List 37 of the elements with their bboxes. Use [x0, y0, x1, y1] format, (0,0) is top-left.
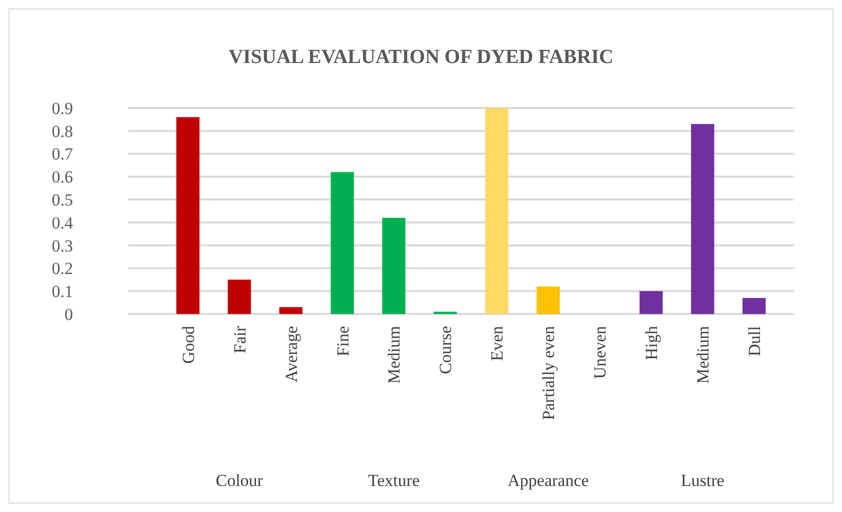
x-tick-label: Fair: [230, 326, 250, 354]
x-tick-label: Good: [178, 326, 198, 364]
chart-title: VISUAL EVALUATION OF DYED FABRIC: [228, 46, 614, 68]
y-tick-label: 0.4: [52, 213, 74, 232]
text: Lustre: [680, 471, 724, 490]
text: Texture: [368, 471, 420, 490]
text: Colour: [216, 471, 264, 490]
bar: [228, 280, 251, 314]
bar: [382, 218, 406, 314]
bar: [640, 291, 663, 314]
x-tick-label: Average: [282, 326, 301, 382]
x-tick-label: Medium: [694, 326, 713, 384]
x-tick-label: Even: [488, 326, 507, 361]
y-tick-label: 0.5: [52, 190, 73, 210]
x-tick-label: Course: [436, 326, 456, 374]
y-tick-label: 0.8: [52, 122, 73, 141]
x-tick-label: Uneven: [590, 326, 610, 379]
bar: [742, 298, 766, 314]
bar: [279, 307, 302, 314]
bar: [536, 286, 560, 314]
y-tick-label: 0.1: [52, 282, 73, 302]
bar: [485, 108, 508, 314]
y-tick-label: 0.3: [52, 236, 73, 256]
text: Appearance: [508, 471, 589, 490]
bar: [330, 172, 354, 314]
bar: [176, 117, 200, 314]
x-tick-label: Partially even: [539, 326, 558, 420]
y-tick-label: 0.9: [52, 98, 73, 118]
y-tick-label: 0.7: [52, 144, 74, 164]
y-tick-label: 0.2: [52, 259, 73, 278]
x-tick-label: High: [642, 326, 662, 360]
y-tick-label: 0.6: [52, 168, 73, 187]
bar: [691, 124, 714, 314]
y-tick-label: 0: [64, 304, 73, 324]
x-tick-label: Medium: [384, 326, 404, 384]
x-tick-label: Fine: [333, 326, 352, 356]
x-tick-label: Dull: [745, 326, 764, 356]
